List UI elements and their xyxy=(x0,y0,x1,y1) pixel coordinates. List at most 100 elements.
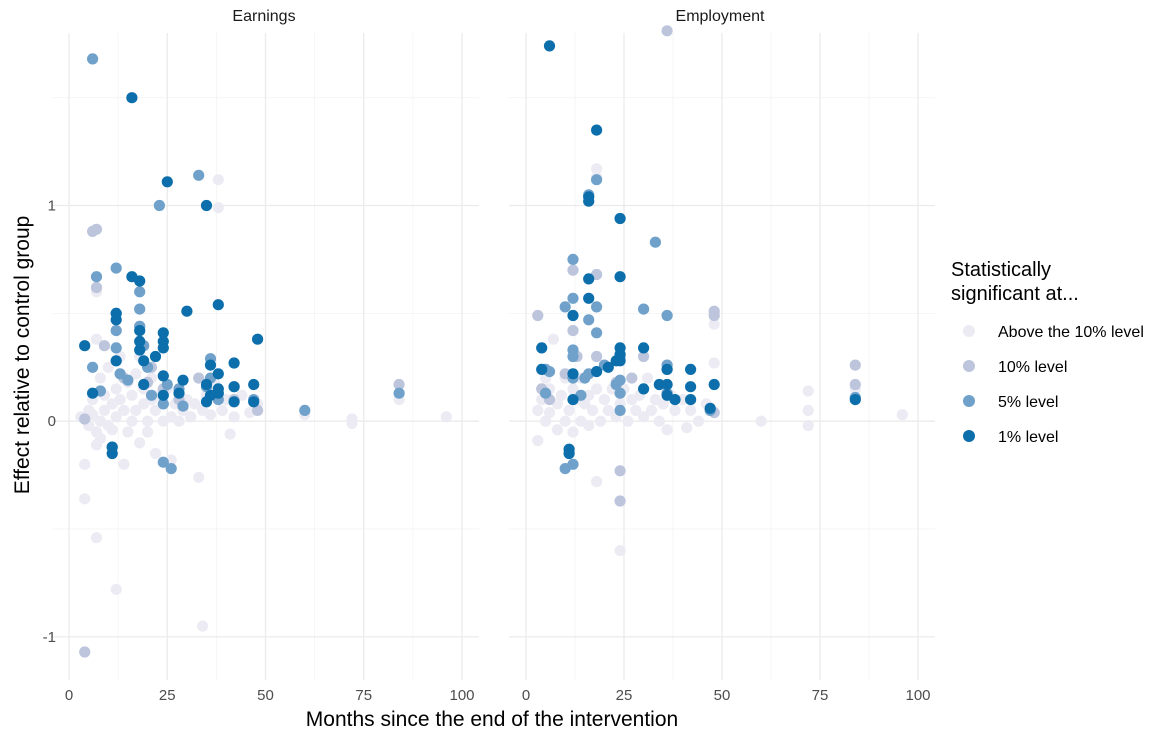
point-earnings-above10 xyxy=(212,174,224,186)
point-earnings-above10 xyxy=(122,426,134,438)
point-employment-p1 xyxy=(536,342,548,354)
point-employment-above10 xyxy=(598,394,611,406)
point-earnings-p1 xyxy=(157,342,169,354)
point-employment-above10 xyxy=(755,415,767,427)
point-employment-above10 xyxy=(645,404,658,416)
point-employment-p1 xyxy=(583,195,595,207)
point-employment-p1 xyxy=(583,292,595,304)
point-employment-above10 xyxy=(802,419,814,432)
x-tick-label: 75 xyxy=(812,687,829,704)
point-earnings-p5 xyxy=(114,368,126,380)
point-earnings-p1 xyxy=(204,359,217,371)
point-earnings-p5 xyxy=(110,342,122,354)
point-employment-p1 xyxy=(661,363,673,375)
point-employment-p10 xyxy=(614,495,626,507)
point-earnings-above10 xyxy=(346,417,358,429)
point-employment-above10 xyxy=(661,424,673,436)
point-earnings-p1 xyxy=(212,299,224,311)
point-employment-above10 xyxy=(622,415,634,427)
point-employment-p5 xyxy=(567,458,579,470)
point-employment-p10 xyxy=(567,264,579,276)
y-axis-ticks: -1 0 1 xyxy=(43,198,56,646)
point-employment-p10 xyxy=(661,25,673,37)
x-axis-title: Months since the end of the intervention xyxy=(306,708,678,731)
point-earnings-above10 xyxy=(106,424,118,436)
point-employment-p1 xyxy=(704,402,716,414)
point-employment-p1 xyxy=(543,40,556,52)
point-employment-p1 xyxy=(638,383,650,395)
point-earnings-above10 xyxy=(102,361,114,373)
point-earnings-p5 xyxy=(134,303,146,315)
point-earnings-p5 xyxy=(110,325,122,337)
point-earnings-p5 xyxy=(110,262,122,274)
point-earnings-above10 xyxy=(212,202,224,214)
point-earnings-above10 xyxy=(94,372,106,384)
point-earnings-p1 xyxy=(173,387,185,399)
point-employment-p1 xyxy=(661,378,673,391)
point-employment-above10 xyxy=(591,383,603,395)
legend-key-p1 xyxy=(963,430,975,442)
point-earnings-p1 xyxy=(134,335,146,347)
point-earnings-p1 xyxy=(110,314,122,326)
point-employment-p5 xyxy=(567,350,579,363)
point-employment-p5 xyxy=(591,301,603,313)
point-earnings-above10 xyxy=(204,409,217,421)
point-employment-p5 xyxy=(591,174,603,186)
point-employment-above10 xyxy=(567,426,579,438)
point-earnings-p5 xyxy=(145,389,158,401)
point-employment-p1 xyxy=(614,212,626,225)
x-tick-label: 0 xyxy=(522,687,530,704)
points-layer xyxy=(75,25,908,658)
x-tick-label: 75 xyxy=(355,687,372,704)
point-employment-above10 xyxy=(551,424,564,436)
point-employment-p1 xyxy=(653,378,665,391)
y-axis-title: Effect relative to control group xyxy=(11,216,34,495)
point-employment-above10 xyxy=(543,407,556,419)
point-earnings-above10 xyxy=(228,411,240,423)
point-earnings-p1 xyxy=(138,378,150,391)
point-employment-p1 xyxy=(708,378,720,391)
point-earnings-p10 xyxy=(193,372,205,384)
point-earnings-p1 xyxy=(79,340,91,352)
legend-key-p10 xyxy=(963,360,975,372)
point-employment-above10 xyxy=(532,404,544,416)
legend-label-p5: 5% level xyxy=(998,394,1058,411)
point-employment-p1 xyxy=(591,366,603,378)
point-earnings-p1 xyxy=(212,387,224,399)
point-earnings-p1 xyxy=(134,275,146,287)
point-employment-above10 xyxy=(708,318,720,330)
point-employment-p1 xyxy=(685,381,697,393)
point-employment-p5 xyxy=(591,327,603,339)
point-earnings-above10 xyxy=(216,404,228,416)
facet-title-employment: Employment xyxy=(676,8,765,25)
x-tick-label: 50 xyxy=(257,687,274,704)
facet-title-earnings: Earnings xyxy=(232,8,295,25)
point-earnings-p5 xyxy=(134,286,146,298)
point-employment-p1 xyxy=(567,309,579,322)
point-employment-p10 xyxy=(532,309,544,322)
point-earnings-p5 xyxy=(299,404,311,416)
point-employment-above10 xyxy=(587,404,599,416)
point-earnings-p1 xyxy=(138,355,150,367)
point-earnings-p10 xyxy=(90,223,103,235)
point-employment-above10 xyxy=(896,409,908,421)
legend-key-p5 xyxy=(963,395,975,407)
point-employment-p1 xyxy=(638,342,650,354)
point-earnings-p1 xyxy=(177,374,189,386)
point-employment-p1 xyxy=(583,273,595,285)
point-earnings-p5 xyxy=(90,271,103,283)
point-employment-above10 xyxy=(802,385,814,397)
point-employment-p5 xyxy=(614,404,626,416)
point-employment-above10 xyxy=(708,357,720,369)
point-employment-above10 xyxy=(583,389,595,401)
point-earnings-p1 xyxy=(212,368,224,380)
point-earnings-p1 xyxy=(106,441,118,453)
legend-key-above10 xyxy=(963,325,975,337)
point-earnings-p10 xyxy=(252,404,264,416)
point-employment-p5 xyxy=(559,301,571,313)
point-earnings-above10 xyxy=(126,389,138,401)
point-employment-above10 xyxy=(692,415,705,427)
point-employment-above10 xyxy=(532,435,544,447)
x-tick-label: 100 xyxy=(905,687,930,704)
point-employment-p5 xyxy=(567,292,579,304)
